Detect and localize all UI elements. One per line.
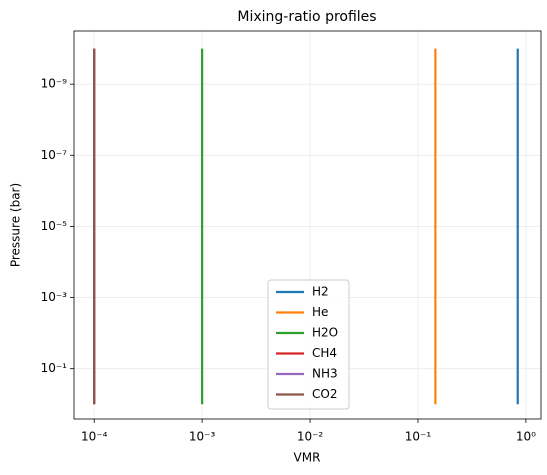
- legend-label: CO2: [312, 387, 337, 401]
- y-tick-label: 10⁻⁵: [41, 219, 68, 233]
- y-tick-label: 10⁻³: [41, 290, 68, 304]
- legend-label: NH3: [312, 367, 338, 381]
- chart-title: Mixing-ratio profiles: [237, 9, 376, 25]
- legend-label: CH4: [312, 346, 337, 360]
- x-tick-label: 10⁰: [516, 430, 536, 444]
- x-tick-label: 10⁻²: [297, 430, 324, 444]
- y-tick-label: 10⁻⁷: [41, 148, 68, 162]
- legend-label: He: [312, 305, 328, 319]
- legend: H2 He H2O CH4 NH3 CO2: [267, 279, 350, 410]
- x-tick-label: 10⁻⁴: [81, 430, 108, 444]
- y-axis-label: Pressure (bar): [9, 183, 23, 267]
- legend-label: H2: [312, 285, 329, 299]
- legend-label: H2O: [312, 326, 338, 340]
- y-tick-label: 10⁻¹: [41, 361, 68, 375]
- x-tick-label: 10⁻¹: [405, 430, 432, 444]
- y-tick-label: 10⁻⁹: [41, 77, 68, 91]
- x-axis-label: VMR: [294, 451, 321, 465]
- x-tick-label: 10⁻³: [189, 430, 216, 444]
- plot-frame: [73, 30, 542, 420]
